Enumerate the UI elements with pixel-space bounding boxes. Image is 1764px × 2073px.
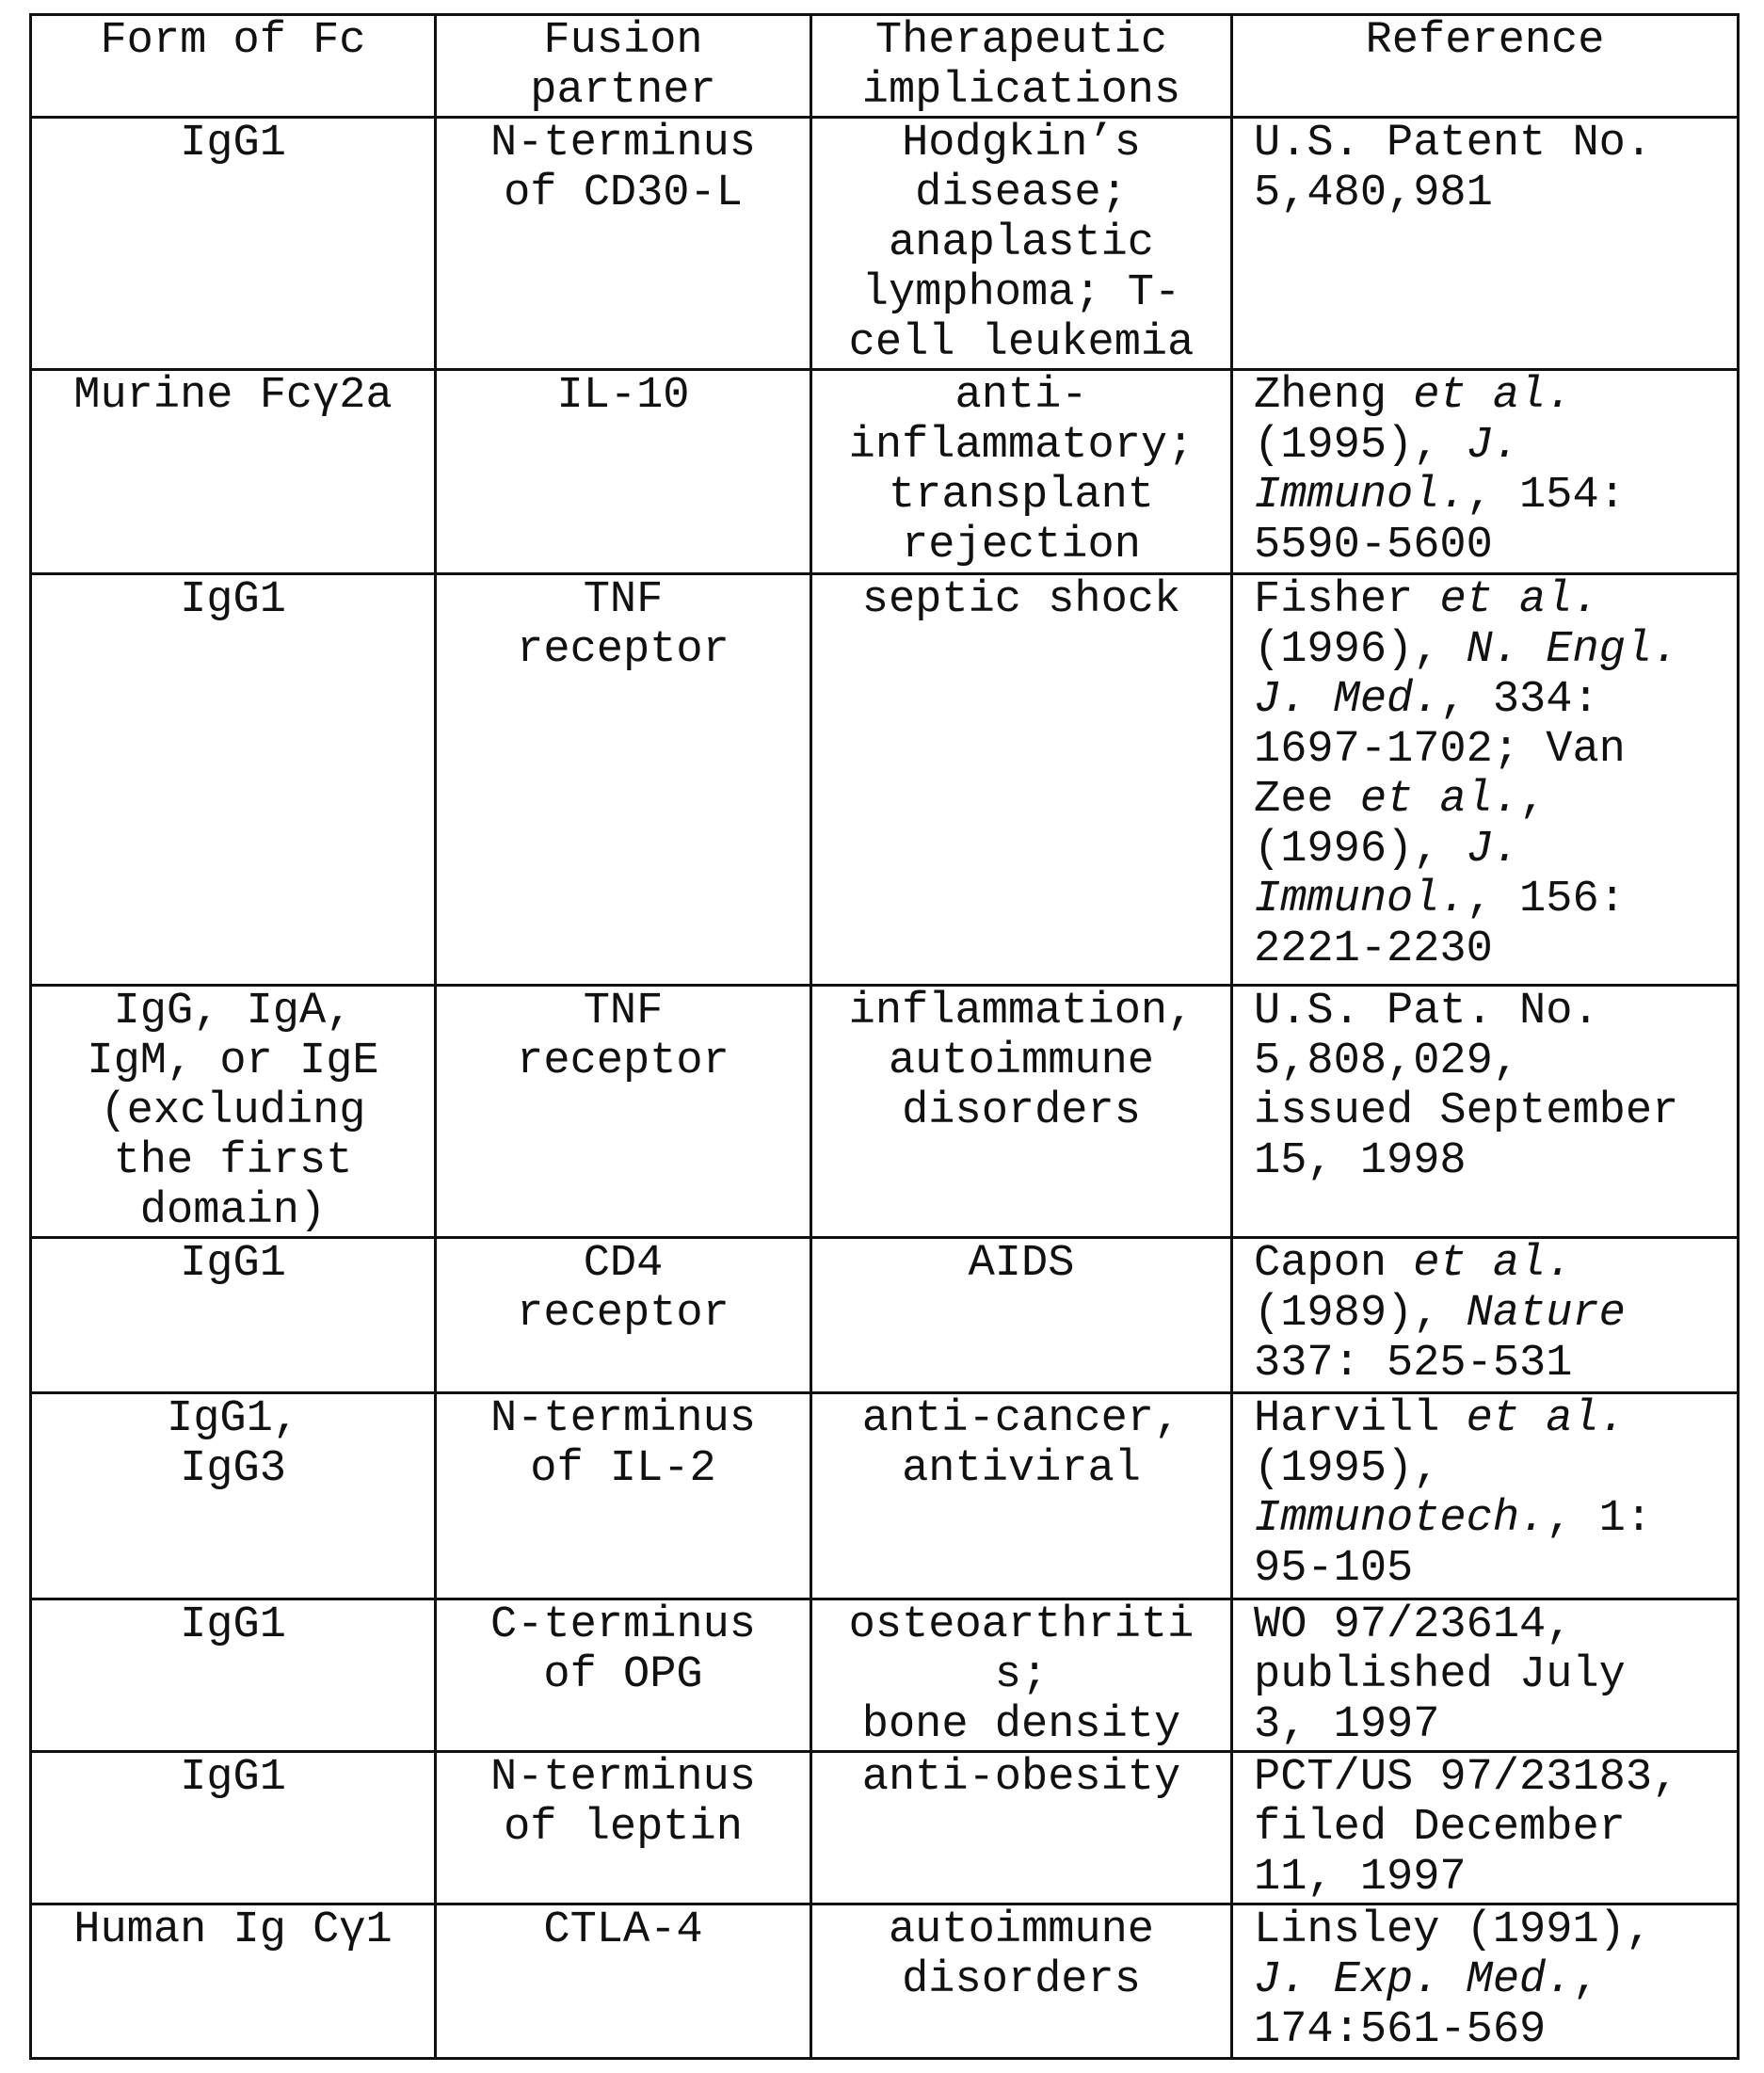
table-row: IgG1CD4 receptorAIDSCapon et al. (1989),… — [31, 1238, 1739, 1393]
reference-italic-text: J. Exp. Med. — [1254, 1955, 1572, 2005]
reference-cell: Harvill et al. (1995), Immunotech., 1: 9… — [1232, 1393, 1739, 1599]
form-of-fc-cell: IgG1 — [31, 1238, 436, 1393]
table-row: IgG1TNF receptorseptic shockFisher et al… — [31, 574, 1739, 986]
fusion-partner-cell: CD4 receptor — [436, 1238, 811, 1393]
form-of-fc-cell: Murine Fcγ2a — [31, 370, 436, 574]
therapeutic-implications-cell: anti-obesity — [811, 1752, 1232, 1904]
therapeutic-implications-cell: septic shock — [811, 574, 1232, 986]
reference-text: Harvill — [1254, 1394, 1467, 1444]
therapeutic-implications-cell: autoimmune disorders — [811, 1904, 1232, 2059]
reference-cell: WO 97/23614, published July 3, 1997 — [1232, 1599, 1739, 1752]
therapeutic-implications-cell: Hodgkin’s disease; anaplastic lymphoma; … — [811, 118, 1232, 370]
reference-text: WO 97/23614, published July 3, 1997 — [1254, 1600, 1626, 1750]
reference-italic-text: J. — [1467, 825, 1519, 875]
header-form-of-fc: Form of Fc — [31, 15, 436, 118]
fusion-partner-cell: N-terminus of leptin — [436, 1752, 811, 1904]
reference-cell: Linsley (1991), J. Exp. Med., 174:561-56… — [1232, 1904, 1739, 2059]
fusion-partner-cell: N-terminus of CD30-L — [436, 118, 811, 370]
fusion-partner-cell: TNF receptor — [436, 986, 811, 1238]
reference-italic-text: J. Med. — [1254, 675, 1439, 725]
header-reference: Reference — [1232, 15, 1739, 118]
table-row: IgG1C-terminus of OPGosteoarthriti s; bo… — [31, 1599, 1739, 1752]
reference-italic-text: Immunol. — [1254, 875, 1467, 924]
table-row: Murine Fcγ2aIL-10anti- inflammatory; tra… — [31, 370, 1739, 574]
reference-cell: Fisher et al. (1996), N. Engl. J. Med., … — [1232, 574, 1739, 986]
therapeutic-implications-cell: AIDS — [811, 1238, 1232, 1393]
table-row: IgG1N-terminus of leptinanti-obesityPCT/… — [31, 1752, 1739, 1904]
reference-text: Zheng — [1254, 371, 1413, 421]
reference-italic-text: et al. — [1439, 575, 1598, 625]
fc-fusion-table: Form of Fc Fusion partner Therapeutic im… — [29, 13, 1740, 2060]
form-of-fc-cell: IgG1 — [31, 118, 436, 370]
reference-text: 337: 525-531 — [1254, 1339, 1572, 1389]
reference-italic-text: et al. — [1413, 1239, 1572, 1289]
form-of-fc-cell: IgG, IgA, IgM, or IgE (excluding the fir… — [31, 986, 436, 1238]
reference-text: (1995), — [1254, 1444, 1439, 1494]
reference-cell: U.S. Pat. No. 5,808,029, issued Septembe… — [1232, 986, 1739, 1238]
reference-italic-text: et al. — [1360, 775, 1519, 825]
reference-text: Capon — [1254, 1239, 1413, 1289]
reference-text: Linsley (1991), — [1254, 1905, 1652, 1955]
header-therapeutic-implications: Therapeutic implications — [811, 15, 1232, 118]
fusion-partner-cell: IL-10 — [436, 370, 811, 574]
reference-text: Fisher — [1254, 575, 1439, 625]
form-of-fc-cell: IgG1 — [31, 574, 436, 986]
reference-cell: Zheng et al. (1995), J. Immunol., 154: 5… — [1232, 370, 1739, 574]
form-of-fc-cell: IgG1 — [31, 1599, 436, 1752]
reference-italic-text: J. — [1467, 421, 1519, 471]
form-of-fc-cell: Human Ig Cγ1 — [31, 1904, 436, 2059]
therapeutic-implications-cell: anti- inflammatory; transplant rejection — [811, 370, 1232, 574]
fusion-partner-cell: C-terminus of OPG — [436, 1599, 811, 1752]
fusion-partner-cell: N-terminus of IL-2 — [436, 1393, 811, 1599]
reference-text: (1995), — [1254, 421, 1467, 471]
reference-italic-text: Immunol. — [1254, 471, 1467, 521]
table-row: IgG1N-terminus of CD30-LHodgkin’s diseas… — [31, 118, 1739, 370]
form-of-fc-cell: IgG1, IgG3 — [31, 1393, 436, 1599]
reference-text: (1989), — [1254, 1289, 1467, 1339]
table-row: Human Ig Cγ1CTLA-4autoimmune disordersLi… — [31, 1904, 1739, 2059]
reference-text: U.S. Patent No. 5,480,981 — [1254, 119, 1652, 218]
reference-text: PCT/US 97/23183, filed December 11, 1997 — [1254, 1753, 1678, 1903]
header-row: Form of Fc Fusion partner Therapeutic im… — [31, 15, 1739, 118]
table-row: IgG, IgA, IgM, or IgE (excluding the fir… — [31, 986, 1739, 1238]
reference-cell: Capon et al. (1989), Nature 337: 525-531 — [1232, 1238, 1739, 1393]
therapeutic-implications-cell: anti-cancer, antiviral — [811, 1393, 1232, 1599]
therapeutic-implications-cell: inflammation, autoimmune disorders — [811, 986, 1232, 1238]
reference-italic-text: Nature — [1467, 1289, 1626, 1339]
reference-italic-text: et al. — [1467, 1394, 1626, 1444]
fusion-partner-cell: TNF receptor — [436, 574, 811, 986]
reference-text: U.S. Pat. No. 5,808,029, issued Septembe… — [1254, 987, 1678, 1186]
reference-italic-text: Immunotech. — [1254, 1494, 1546, 1544]
header-fusion-partner: Fusion partner — [436, 15, 811, 118]
reference-text: (1996), — [1254, 625, 1467, 675]
form-of-fc-cell: IgG1 — [31, 1752, 436, 1904]
therapeutic-implications-cell: osteoarthriti s; bone density — [811, 1599, 1232, 1752]
reference-cell: U.S. Patent No. 5,480,981 — [1232, 118, 1739, 370]
reference-cell: PCT/US 97/23183, filed December 11, 1997 — [1232, 1752, 1739, 1904]
reference-italic-text: N. Engl. — [1467, 625, 1679, 675]
table-row: IgG1, IgG3N-terminus of IL-2anti-cancer,… — [31, 1393, 1739, 1599]
fusion-partner-cell: CTLA-4 — [436, 1904, 811, 2059]
reference-italic-text: et al. — [1413, 371, 1572, 421]
